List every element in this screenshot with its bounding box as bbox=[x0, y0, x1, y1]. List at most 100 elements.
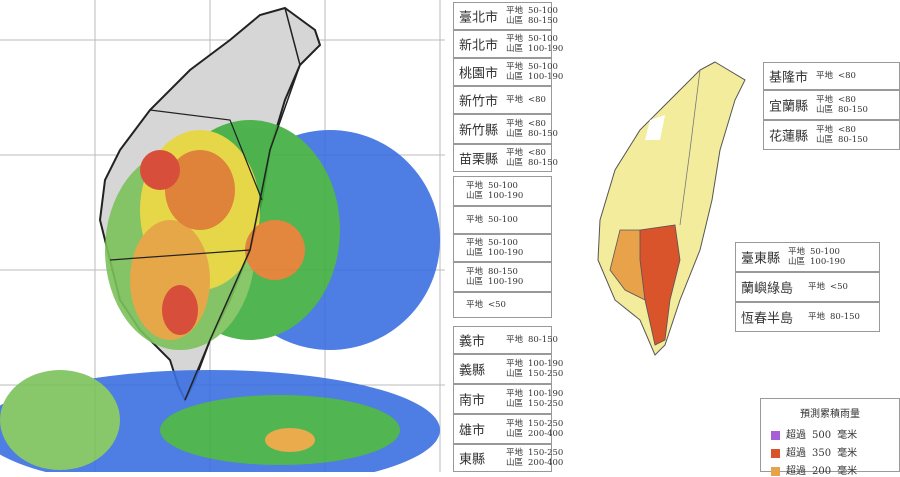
label-box: 平地 50-100 山區 100-190 bbox=[453, 234, 552, 262]
range: 200-400 bbox=[528, 429, 564, 439]
label-box: 恆春半島 平地 80-150 bbox=[735, 302, 880, 332]
rainfall-rows: 平地 50-100 bbox=[466, 215, 518, 225]
zone: 平地 bbox=[506, 359, 524, 369]
legend-prefix: 超過 bbox=[786, 430, 806, 441]
rainfall-rows: 平地 100-190 山區 150-250 bbox=[506, 389, 563, 409]
range: 80-150 bbox=[830, 312, 860, 322]
legend-swatch bbox=[771, 431, 780, 440]
rainfall-row: 平地 50-100 bbox=[506, 34, 563, 44]
label-box: 基隆市 平地 <80 bbox=[763, 62, 900, 90]
range: 50-100 bbox=[528, 6, 558, 16]
rainfall-row: 平地 <50 bbox=[808, 282, 848, 292]
legend-prefix: 超過 bbox=[786, 448, 806, 459]
rainfall-row: 平地 <80 bbox=[816, 71, 856, 81]
region-name: 新北市 bbox=[459, 38, 499, 54]
range: 50-100 bbox=[488, 215, 518, 225]
legend-item: 超過 350 毫米 bbox=[771, 444, 899, 459]
forecast-map bbox=[597, 61, 746, 356]
rainfall-rows: 平地 <80 山區 80-150 bbox=[506, 148, 558, 168]
range: 50-100 bbox=[528, 34, 558, 44]
rainfall-rows: 平地 80-150 山區 100-190 bbox=[466, 267, 523, 287]
label-box: 宜蘭縣 平地 <80 山區 80-150 bbox=[763, 90, 900, 120]
range: <50 bbox=[830, 282, 848, 292]
legend-unit: 毫米 bbox=[837, 448, 858, 459]
legend-amount: 500 bbox=[812, 430, 832, 441]
region-name: 苗栗縣 bbox=[459, 152, 499, 168]
region-name: 桃園市 bbox=[459, 66, 499, 82]
region-name: 臺東縣 bbox=[741, 251, 781, 267]
zone: 平地 bbox=[808, 312, 826, 322]
rainfall-row: 平地 <80 bbox=[816, 125, 868, 135]
label-box: 蘭嶼綠島 平地 <50 bbox=[735, 272, 880, 302]
legend-item: 超過 200 毫米 bbox=[771, 462, 899, 477]
zone: 平地 bbox=[466, 215, 484, 225]
range: <80 bbox=[838, 125, 856, 135]
rainfall-rows: 平地 80-150 bbox=[506, 335, 558, 345]
zone: 平地 bbox=[506, 119, 524, 129]
region-name: 基隆市 bbox=[769, 70, 809, 86]
zone: 山區 bbox=[506, 429, 524, 439]
legend-unit: 毫米 bbox=[837, 430, 858, 441]
range: 80-150 bbox=[838, 135, 868, 145]
radar-map bbox=[0, 0, 445, 472]
range: 80-150 bbox=[528, 335, 558, 345]
rainfall-row: 山區 80-150 bbox=[816, 135, 868, 145]
zone: 山區 bbox=[506, 399, 524, 409]
region-name: 蘭嶼綠島 bbox=[741, 281, 794, 297]
legend-amount: 350 bbox=[812, 448, 832, 459]
rainfall-row: 平地 80-150 bbox=[466, 267, 523, 277]
zone: 平地 bbox=[506, 95, 524, 105]
zone: 平地 bbox=[506, 389, 524, 399]
zone: 山區 bbox=[506, 158, 524, 168]
range: 150-250 bbox=[528, 448, 564, 458]
rainfall-row: 平地 50-100 bbox=[506, 6, 558, 16]
label-box: 苗栗縣 平地 <80 山區 80-150 bbox=[453, 144, 558, 172]
label-box: 雄市 平地 150-250 山區 200-400 bbox=[453, 414, 563, 444]
zone: 山區 bbox=[506, 129, 524, 139]
rainfall-rows: 平地 <80 bbox=[506, 95, 546, 105]
rainfall-row: 平地 100-190 bbox=[506, 359, 563, 369]
rainfall-row: 平地 80-150 bbox=[808, 312, 860, 322]
range: 50-100 bbox=[810, 247, 840, 257]
region-name: 義市 bbox=[459, 334, 486, 350]
zone: 平地 bbox=[808, 282, 826, 292]
range: 200-400 bbox=[528, 458, 564, 468]
label-box: 新北市 平地 50-100 山區 100-190 bbox=[453, 30, 563, 58]
zone: 平地 bbox=[816, 125, 834, 135]
rainfall-rows: 平地 <80 bbox=[816, 71, 856, 81]
rainfall-row: 山區 80-150 bbox=[816, 105, 868, 115]
label-box: 平地 80-150 山區 100-190 bbox=[453, 262, 552, 292]
zone: 平地 bbox=[506, 6, 524, 16]
rainfall-rows: 平地 150-250 山區 200-400 bbox=[506, 419, 563, 439]
zone: 山區 bbox=[816, 135, 834, 145]
range: <80 bbox=[528, 95, 546, 105]
label-box: 平地 50-100 bbox=[453, 206, 552, 234]
zone: 山區 bbox=[506, 72, 524, 82]
region-name: 義縣 bbox=[459, 363, 486, 379]
rainfall-rows: 平地 <50 bbox=[466, 300, 506, 310]
rainfall-rows: 平地 <80 山區 80-150 bbox=[506, 119, 558, 139]
rainfall-row: 平地 <80 bbox=[506, 119, 558, 129]
label-box: 義縣 平地 100-190 山區 150-250 bbox=[453, 354, 563, 384]
zone: 平地 bbox=[506, 34, 524, 44]
range: <80 bbox=[838, 95, 856, 105]
label-box: 義市 平地 80-150 bbox=[453, 326, 558, 354]
range: 80-150 bbox=[488, 267, 518, 277]
rainfall-rows: 平地 50-100 山區 100-190 bbox=[466, 238, 523, 258]
zone: 山區 bbox=[466, 248, 484, 258]
rainfall-row: 平地 50-100 bbox=[506, 62, 563, 72]
range: 100-190 bbox=[488, 191, 524, 201]
rainfall-row: 山區 100-190 bbox=[506, 72, 563, 82]
rainfall-row: 山區 80-150 bbox=[506, 158, 558, 168]
region-name: 臺北市 bbox=[459, 10, 499, 26]
range: <50 bbox=[488, 300, 506, 310]
label-box: 臺北市 平地 50-100 山區 80-150 bbox=[453, 2, 558, 30]
zone: 山區 bbox=[466, 191, 484, 201]
range: 50-100 bbox=[528, 62, 558, 72]
rainfall-row: 山區 200-400 bbox=[506, 458, 563, 468]
label-box: 臺東縣 平地 50-100 山區 100-190 bbox=[735, 242, 880, 272]
rainfall-row: 山區 80-150 bbox=[506, 16, 558, 26]
rainfall-rows: 平地 50-100 山區 100-190 bbox=[466, 181, 523, 201]
zone: 山區 bbox=[506, 369, 524, 379]
